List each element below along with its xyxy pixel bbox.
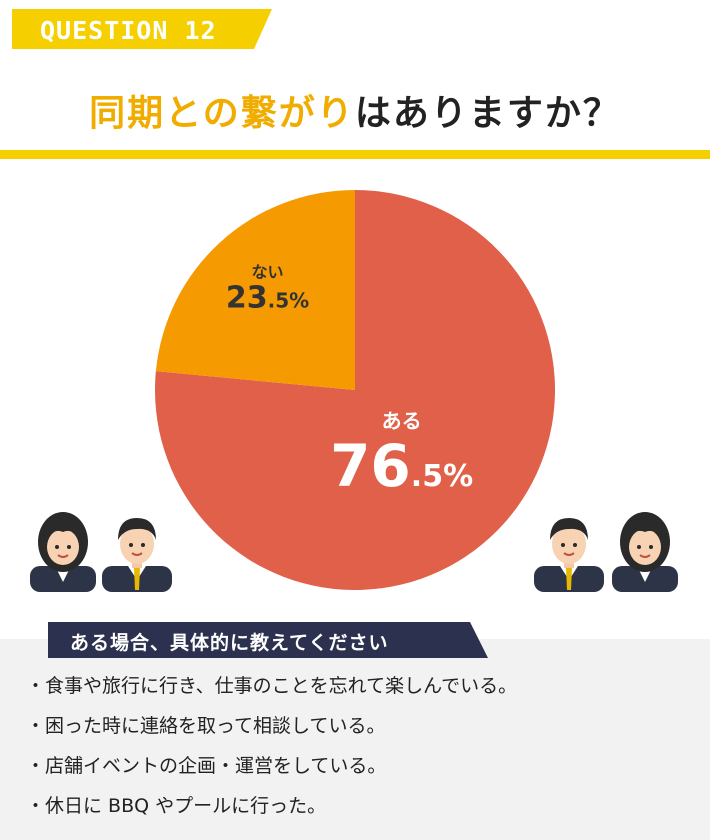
pie-slice-label: ない — [252, 262, 284, 281]
comments-panel — [0, 639, 710, 840]
person-man-right-icon — [534, 518, 604, 592]
list-item: ・店舗イベントの企画・運営をしている。 — [26, 755, 387, 777]
person-man-left-icon — [102, 518, 172, 592]
question-tag-background — [12, 9, 272, 49]
title-rest: はありますか？ — [354, 93, 621, 134]
pie-slice-value: 23.5% — [226, 280, 309, 315]
pie-slice — [155, 190, 355, 390]
list-item: ・休日に BBQ やプールに行った。 — [26, 795, 327, 817]
title-highlight: 同期との繋がり — [89, 93, 355, 134]
list-item: ・困った時に連絡を取って相談している。 — [26, 715, 386, 737]
comments-heading-banner: ある場合、具体的に教えてください — [48, 622, 488, 658]
question-label: QUESTION 12 — [40, 16, 217, 45]
person-woman-left-icon — [30, 512, 96, 592]
comments-list: ・食事や旅行に行き、仕事のことを忘れて楽しんでいる。 ・困った時に連絡を取って相… — [26, 673, 696, 833]
pie-slice-label: ある — [382, 409, 422, 433]
comments-heading-background — [48, 622, 488, 658]
title-underline — [0, 150, 710, 159]
pie-slice-value: 76.5% — [330, 432, 473, 500]
person-woman-right-icon — [612, 512, 678, 592]
page-title: 同期との繋がりはありますか？ — [0, 84, 710, 136]
comments-heading: ある場合、具体的に教えてください — [70, 632, 389, 654]
list-item: ・食事や旅行に行き、仕事のことを忘れて楽しんでいる。 — [26, 675, 518, 697]
question-tag: QUESTION 12 — [12, 9, 272, 49]
